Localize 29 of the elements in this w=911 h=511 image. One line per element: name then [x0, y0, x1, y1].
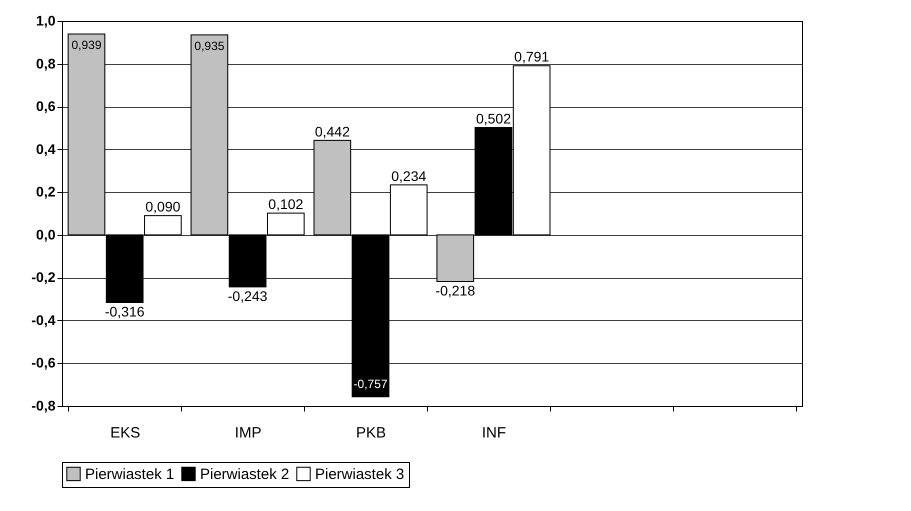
- y-tick-label: 1,0: [36, 12, 56, 28]
- data-label: 0,090: [145, 198, 181, 215]
- data-label: -0,243: [228, 288, 268, 304]
- legend-label: Pierwiastek 3: [315, 466, 404, 483]
- y-tick-label: 0,0: [36, 226, 56, 242]
- y-tick-label: 0,4: [36, 140, 56, 157]
- y-tick-label: -0,6: [31, 354, 56, 371]
- y-tick-label: -0,8: [31, 398, 56, 414]
- y-tick-label: 0,8: [36, 55, 56, 72]
- data-label: 0,935: [194, 38, 225, 53]
- legend-label: Pierwiastek 2: [200, 466, 290, 483]
- data-label: 0,939: [71, 38, 102, 52]
- data-label: 0,102: [268, 196, 304, 212]
- data-label: 0,791: [514, 48, 550, 65]
- data-label: 0,502: [476, 110, 512, 127]
- data-label: -0,218: [435, 282, 476, 299]
- y-tick-label: 0,2: [36, 184, 56, 200]
- y-tick-label: -0,2: [31, 269, 56, 286]
- y-tick-label: -0,4: [31, 312, 56, 328]
- y-tick-label: 0,6: [36, 98, 56, 114]
- x-tick-label: PKB: [356, 424, 386, 442]
- data-label: -0,757: [354, 376, 388, 391]
- x-tick-label: EKS: [110, 424, 140, 442]
- data-label: 0,442: [314, 123, 350, 140]
- data-label: -0,316: [104, 303, 145, 320]
- legend-label: Pierwiastek 1: [85, 466, 174, 483]
- x-tick-label: INF: [482, 424, 506, 442]
- data-label: 0,234: [391, 168, 426, 184]
- x-tick-label: IMP: [234, 424, 262, 442]
